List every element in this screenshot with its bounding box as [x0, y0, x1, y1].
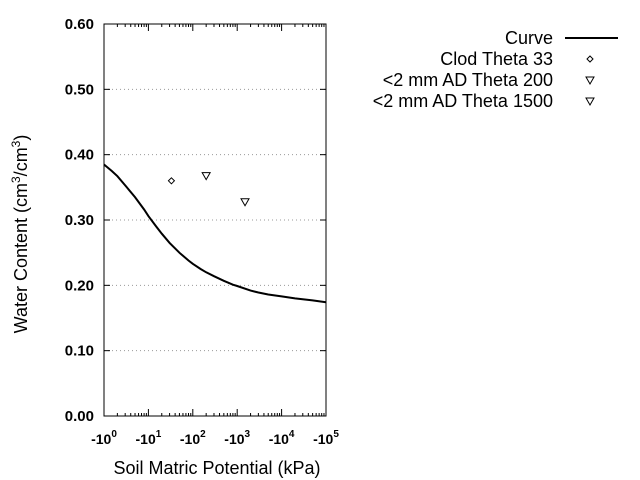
- x-tick-label-exponent: 0: [111, 429, 117, 440]
- plot-series: [103, 163, 327, 304]
- x-tick-label-base: -10: [136, 431, 156, 447]
- x-tick-label-base: -10: [91, 431, 111, 447]
- y-axis-title-superscript: 3: [9, 140, 23, 147]
- x-axis: -100 -101 -102 -103 -104 -105: [91, 24, 339, 447]
- y-axis-title-part: ): [11, 135, 31, 141]
- x-tick-label: -103: [224, 429, 250, 447]
- curve-line: [103, 163, 327, 304]
- x-tick-label-exponent: 2: [200, 429, 206, 440]
- y-tick-label: 0.50: [65, 81, 94, 98]
- legend-label: Clod Theta 33: [440, 49, 553, 69]
- y-tick-label: 0.40: [65, 147, 94, 164]
- x-tick-label-base: -10: [269, 431, 289, 447]
- x-tick-label-exponent: 3: [245, 429, 251, 440]
- x-tick-label: -104: [269, 429, 295, 447]
- y-axis-title-part: /cm: [11, 147, 31, 176]
- y-axis: 0.00 0.10 0.20 0.30 0.40 0.50 0.60: [65, 16, 326, 425]
- x-tick-label-base: -10: [224, 431, 244, 447]
- data-point: [167, 177, 176, 185]
- y-tick-label: 0.10: [65, 343, 94, 360]
- y-tick-label: 0.20: [65, 277, 94, 294]
- y-tick-label: 0.00: [65, 408, 94, 425]
- y-axis-title-superscript: 3: [9, 176, 23, 183]
- y-axis-title-part: Water Content (cm: [11, 183, 31, 333]
- y-tick-label: 0.60: [65, 16, 94, 33]
- x-tick-label: -100: [91, 429, 117, 447]
- legend-label: <2 mm AD Theta 200: [383, 70, 553, 90]
- legend-label: Curve: [505, 28, 553, 48]
- legend-marker: [586, 55, 594, 63]
- x-tick-label-base: -10: [180, 431, 200, 447]
- x-tick-label-exponent: 5: [333, 429, 339, 440]
- data-point: [201, 172, 212, 181]
- grid-lines: [104, 88, 326, 352]
- legend-label: <2 mm AD Theta 1500: [373, 91, 553, 111]
- y-tick-label: 0.30: [65, 212, 94, 229]
- x-tick-label: -102: [180, 429, 206, 447]
- data-point: [240, 198, 250, 207]
- x-axis-title: Soil Matric Potential (kPa): [113, 458, 320, 478]
- y-axis-title: Water Content (cm3/cm3): [9, 135, 31, 334]
- x-tick-label-exponent: 1: [156, 429, 162, 440]
- x-tick-label-exponent: 4: [289, 429, 295, 440]
- legend-marker: [585, 97, 595, 107]
- x-tick-label: -105: [313, 429, 339, 447]
- x-tick-label-base: -10: [313, 431, 333, 447]
- x-tick-label: -101: [136, 429, 162, 447]
- legend-marker: [585, 76, 595, 86]
